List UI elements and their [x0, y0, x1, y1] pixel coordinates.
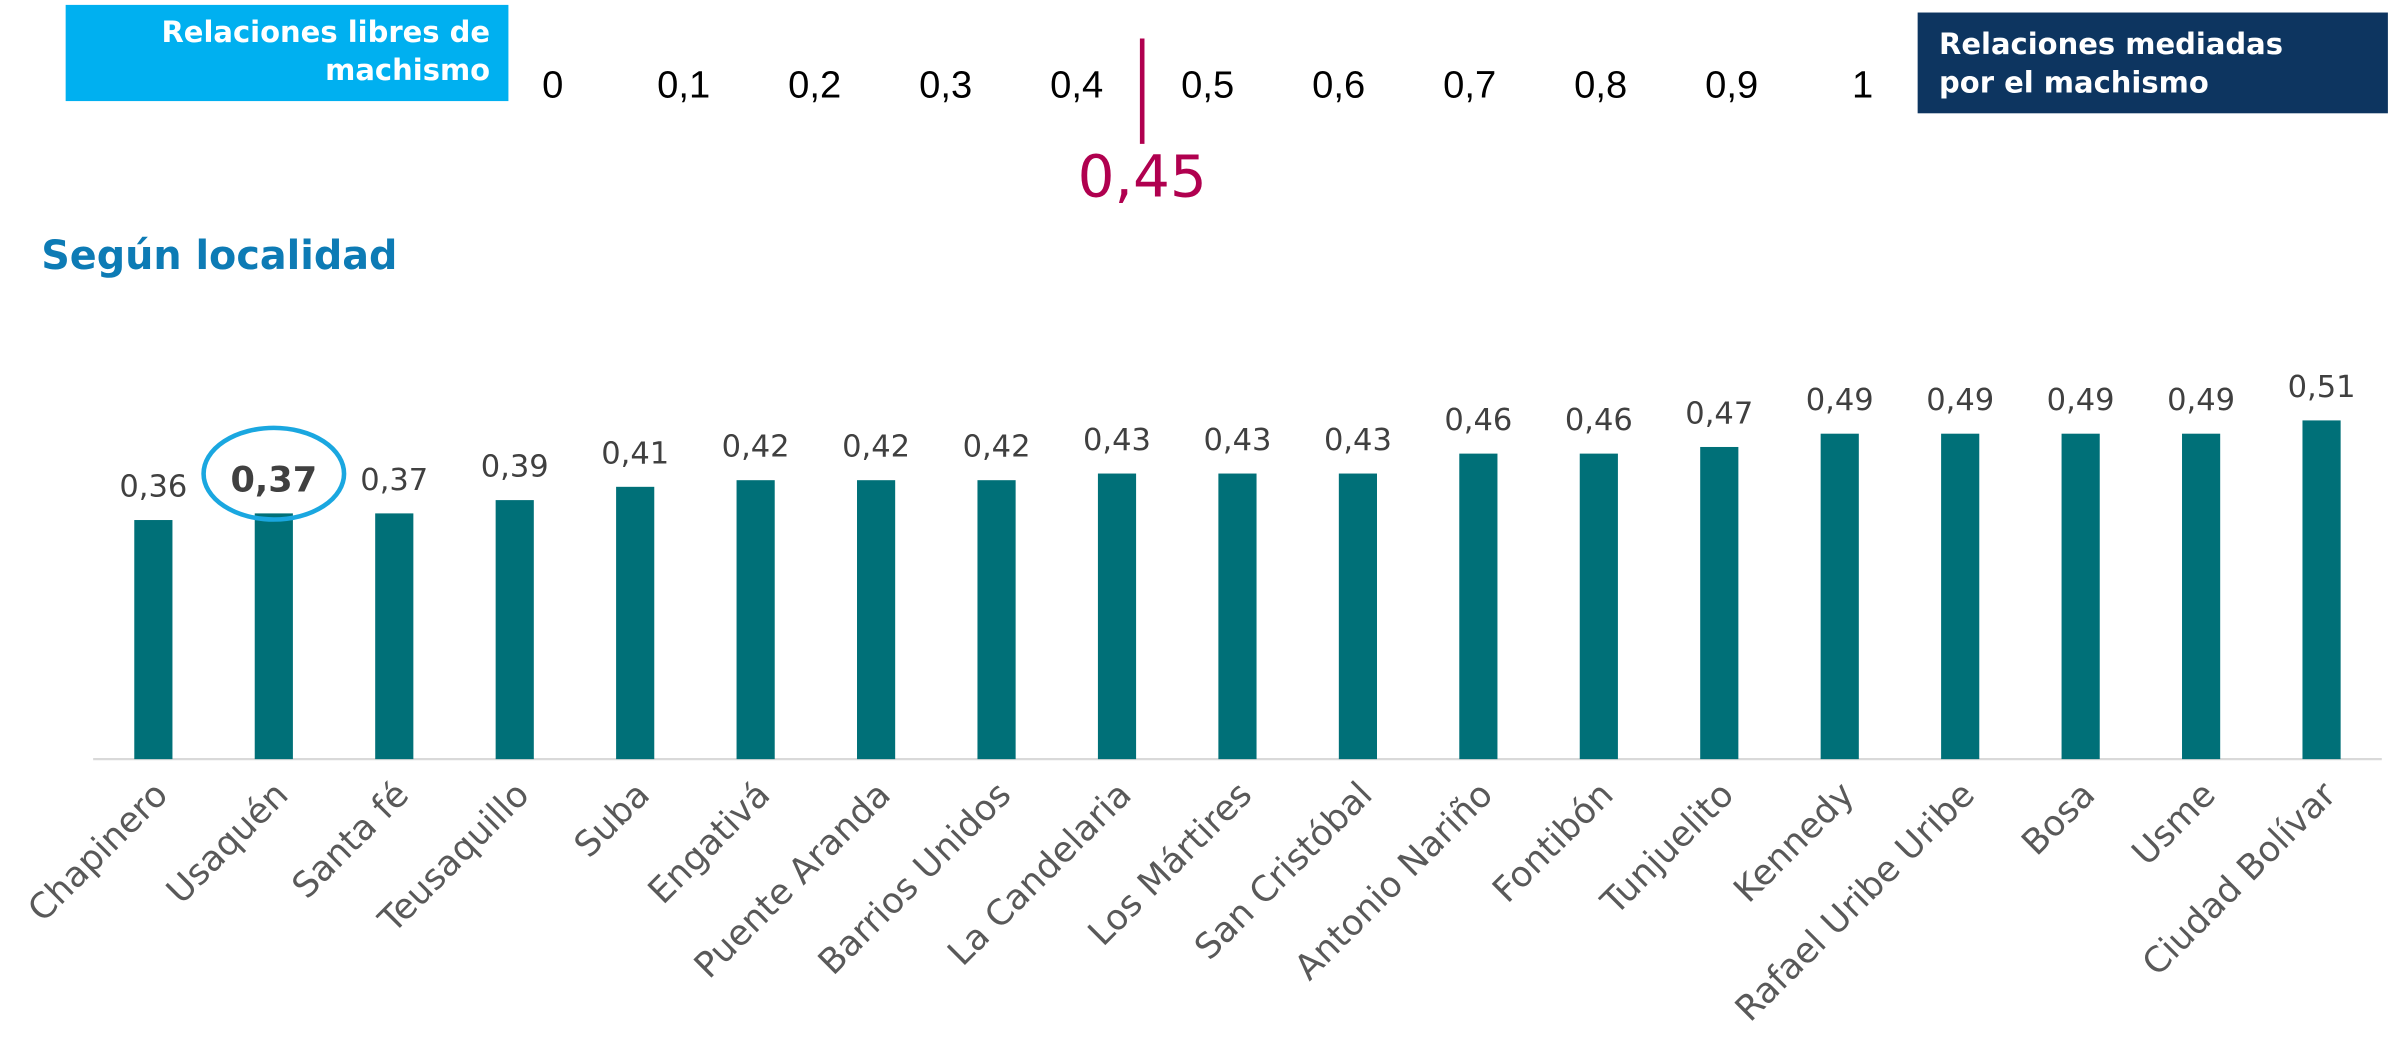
x-tick-label: Rafael Uribe Uribe	[1727, 774, 1982, 1029]
scale-tick-label: 0,9	[1705, 63, 1758, 106]
scale-tick-label: 1	[1852, 63, 1873, 106]
value-label: 0,43	[1324, 423, 1392, 458]
scale-tick-label: 0,5	[1181, 63, 1234, 106]
highlight-circle	[201, 425, 347, 522]
bar	[736, 480, 775, 760]
bar	[2182, 433, 2221, 760]
right-box	[1917, 12, 2388, 114]
scale-tick-label: 0,4	[1050, 63, 1103, 106]
bar	[977, 480, 1016, 760]
value-label: 0,49	[2167, 383, 2235, 418]
scale-tick-label: 0,7	[1443, 63, 1496, 106]
bar	[2302, 420, 2341, 760]
right-label: Relaciones mediadas	[1939, 27, 2283, 61]
scale-tick-label: 0,8	[1574, 63, 1627, 106]
scale-tick-label: 0,2	[788, 63, 841, 106]
value-label: 0,47	[1685, 396, 1753, 431]
left-label: Relaciones libres de	[161, 15, 490, 49]
x-tick-label: Usme	[2124, 774, 2224, 874]
x-tick-label: Usaquén	[159, 774, 297, 912]
value-label: 0,49	[2047, 383, 2115, 418]
right-label: por el machismo	[1939, 65, 2209, 99]
value-label: 0,42	[842, 430, 910, 465]
bar	[857, 480, 896, 760]
value-label: 0,43	[1203, 423, 1271, 458]
value-label: 0,49	[1806, 383, 1874, 418]
scale-tick-label: 0,1	[657, 63, 710, 106]
bar	[1700, 446, 1739, 760]
bar	[495, 500, 534, 760]
x-tick-label: Bosa	[2014, 774, 2103, 863]
value-label: 0,46	[1444, 403, 1512, 438]
x-tick-label: Chapinero	[20, 774, 176, 930]
bar	[2061, 433, 2100, 760]
bar	[1459, 453, 1498, 760]
value-label: 0,36	[119, 469, 187, 504]
value-label: 0,39	[481, 450, 549, 485]
bar	[1218, 473, 1257, 760]
bar	[616, 486, 655, 760]
value-label: 0,49	[1926, 383, 1994, 418]
x-tick-label: Suba	[566, 774, 657, 865]
value-label: 0,42	[963, 430, 1031, 465]
value-label: 0,51	[2288, 370, 2356, 405]
left-label: machismo	[325, 53, 490, 87]
chart-title: Según localidad	[41, 233, 397, 279]
bar	[254, 513, 293, 760]
bar	[1941, 433, 1980, 760]
value-label: 0,43	[1083, 423, 1151, 458]
value-label: 0,41	[601, 436, 669, 471]
left-box	[65, 4, 509, 102]
scale-tick-label: 0,3	[919, 63, 972, 106]
bar	[134, 520, 173, 760]
bar	[1338, 473, 1377, 760]
bar	[1097, 473, 1137, 760]
scale-tick-label: 0,6	[1312, 63, 1365, 106]
scale-marker-label: 0,45	[1078, 143, 1207, 211]
value-label: 0,37	[360, 463, 428, 498]
value-label: 0,42	[722, 430, 790, 465]
scale-tick-label: 0	[542, 63, 563, 106]
value-label: 0,37	[231, 459, 318, 500]
bar	[1820, 433, 1859, 760]
bar	[375, 513, 414, 760]
value-label: 0,46	[1565, 403, 1633, 438]
bar	[1579, 453, 1618, 760]
